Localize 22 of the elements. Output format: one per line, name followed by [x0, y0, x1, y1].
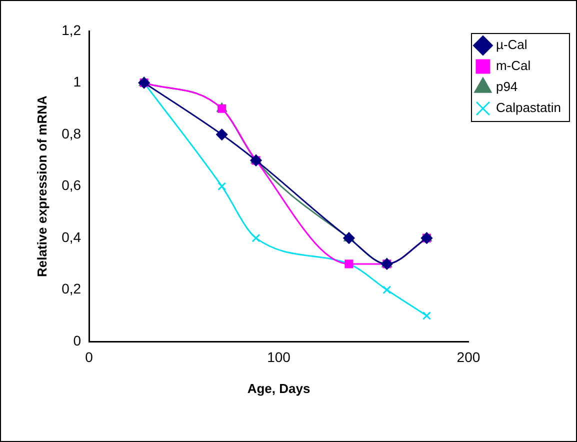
- point: [343, 232, 355, 244]
- point: [218, 182, 226, 191]
- legend-label: µ-Cal: [496, 37, 528, 52]
- point: [422, 311, 432, 320]
- y-tick-label: 0,4: [62, 228, 82, 245]
- y-axis-title: Relative expression of mRNA: [34, 95, 50, 277]
- legend-label: Calpastatin: [496, 100, 562, 116]
- point: [252, 234, 260, 242]
- legend-label: m-Cal: [496, 58, 531, 74]
- x-tick-label: 100: [267, 348, 291, 365]
- y-tick-label: 1: [73, 74, 82, 90]
- y-tick-label: 0,6: [62, 177, 82, 194]
- y-tick-label: 1,2: [62, 22, 82, 38]
- x-tick-label: 200: [456, 348, 480, 365]
- point: [382, 286, 392, 294]
- y-tick-label: 0: [73, 332, 82, 348]
- point: [216, 128, 228, 140]
- y-tick-label: 0,2: [62, 280, 82, 297]
- y-tick-label: 0,8: [62, 125, 82, 142]
- x-axis-title: Age, Days: [247, 380, 310, 396]
- x-tick-label: 0: [85, 348, 94, 365]
- legend-label: p94: [496, 79, 518, 94]
